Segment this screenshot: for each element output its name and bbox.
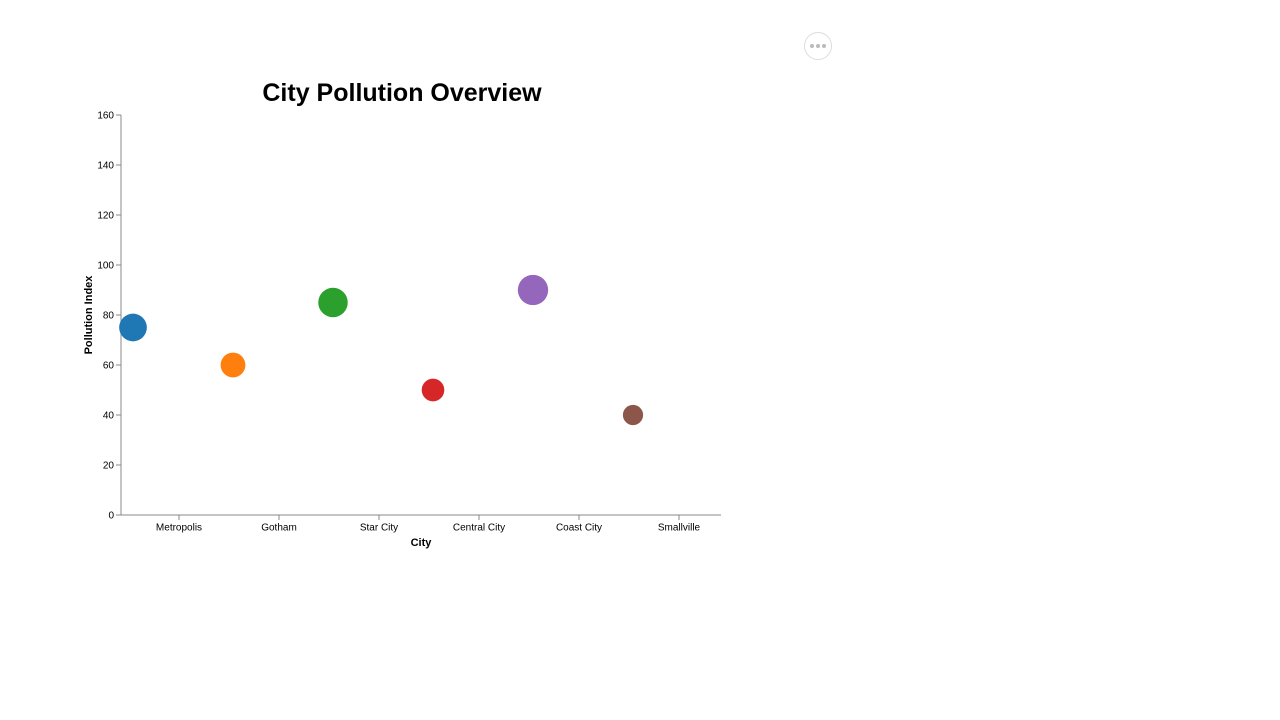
- y-tick-label: 40: [103, 411, 115, 422]
- x-axis: Metropolis Gotham Star City Central City Coa…: [121, 514, 721, 534]
- more-horizontal-icon: [822, 44, 826, 48]
- y-tick-label: 80: [103, 311, 115, 322]
- x-axis-title: City: [411, 537, 433, 549]
- y-tick-label: 20: [103, 461, 115, 472]
- x-tick-label: Star City: [360, 523, 398, 534]
- data-point[interactable]: [517, 274, 549, 306]
- x-tick-label: Gotham: [261, 523, 297, 534]
- y-tick-label: 0: [108, 511, 114, 522]
- y-axis-title: Pollution Index: [83, 275, 95, 355]
- data-points: [119, 274, 644, 426]
- x-tick-label: Central City: [453, 523, 505, 534]
- y-tick-label: 120: [97, 211, 114, 222]
- y-tick-label: 100: [97, 261, 114, 272]
- actions-menu-button[interactable]: [804, 32, 832, 60]
- data-point[interactable]: [318, 287, 348, 318]
- data-point[interactable]: [622, 404, 644, 426]
- y-tick-label: 160: [97, 111, 114, 122]
- y-tick-label: 140: [97, 161, 114, 172]
- y-tick-label: 60: [103, 361, 115, 372]
- y-axis: 0 20 40 60 80 100 120 140 160: [97, 111, 122, 522]
- chart-title: City Pollution Overview: [262, 79, 542, 107]
- x-tick-label: Metropolis: [156, 523, 202, 534]
- data-point[interactable]: [421, 378, 445, 402]
- x-tick-label: Smallville: [658, 523, 701, 534]
- more-horizontal-icon: [810, 44, 814, 48]
- x-tick-label: Coast City: [556, 523, 602, 534]
- more-horizontal-icon: [816, 44, 820, 48]
- data-point[interactable]: [220, 352, 246, 378]
- data-point[interactable]: [119, 313, 147, 342]
